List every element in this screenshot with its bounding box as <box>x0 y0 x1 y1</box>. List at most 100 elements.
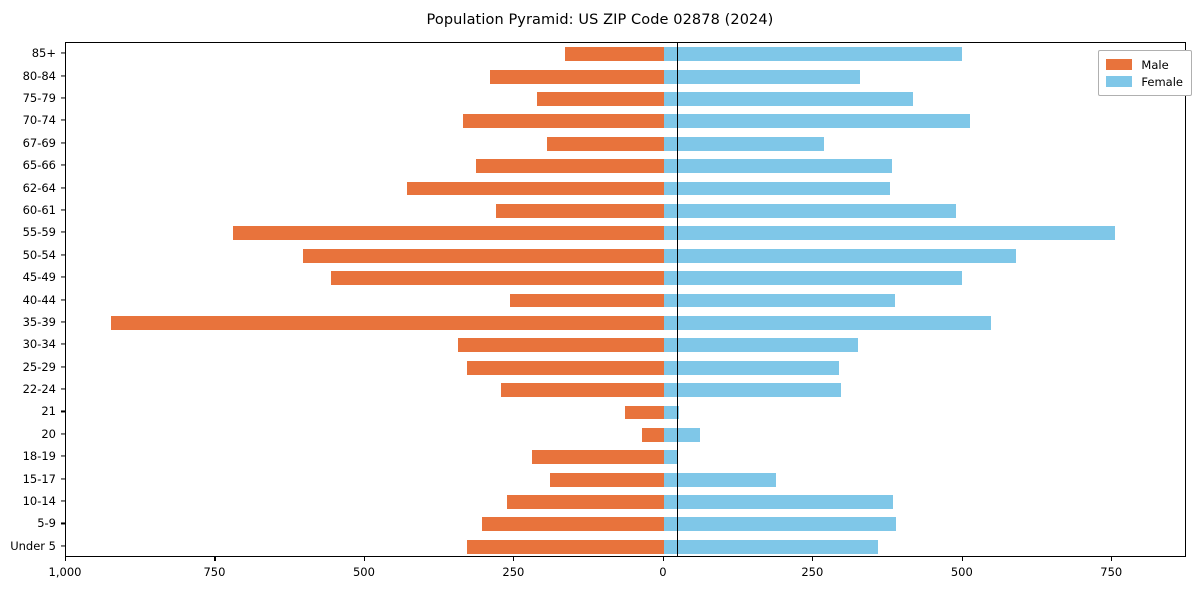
bar-female-55-59 <box>663 226 1116 241</box>
y-tick-label: Under 5 <box>10 538 56 553</box>
chart-title: Population Pyramid: US ZIP Code 02878 (2… <box>426 12 774 28</box>
y-tick-mark <box>61 321 65 323</box>
bar-male-65-66 <box>475 159 664 174</box>
y-tick-mark <box>61 52 65 54</box>
y-tick-label: 55-59 <box>22 225 56 240</box>
bar-male-5-9 <box>481 517 664 532</box>
bar-female-22-24 <box>663 383 841 397</box>
x-tick-mark <box>513 557 515 561</box>
y-tick-label: 40-44 <box>22 292 56 307</box>
y-axis: 85+ 80-84 75-79 70-74 67-69 65-66 62-64 60-61 55… <box>0 42 65 557</box>
y-tick-mark <box>61 97 65 99</box>
y-tick-mark <box>61 276 65 278</box>
x-tick-mark <box>363 557 366 561</box>
pyramid-row <box>66 495 1185 509</box>
y-tick-mark <box>61 522 65 524</box>
legend-entry-male[interactable]: Male <box>1106 56 1183 73</box>
bar-female-85- <box>663 47 962 62</box>
chart-legend: Male Female <box>1098 50 1192 96</box>
legend-swatch-icon <box>1106 59 1133 70</box>
y-tick-label: 10-14 <box>22 494 56 509</box>
y-tick-mark <box>61 75 65 77</box>
y-tick-mark <box>61 500 65 502</box>
y-tick-mark <box>61 254 65 256</box>
bar-male-45-49 <box>331 271 664 286</box>
y-tick-label: 22-24 <box>22 382 56 397</box>
bar-female-5-9 <box>663 517 897 532</box>
x-tick-label: 0 <box>659 565 667 579</box>
bar-female-under-5 <box>663 539 878 554</box>
bar-male-25-29 <box>466 360 664 375</box>
pyramid-row <box>66 92 1185 106</box>
y-tick-label: 45-49 <box>22 270 56 285</box>
pyramid-row <box>66 203 1185 218</box>
bar-female-50-54 <box>663 248 1016 263</box>
bar-male-67-69 <box>547 136 664 151</box>
bar-male-21 <box>625 405 664 420</box>
x-tick-label: 750 <box>203 565 226 579</box>
bar-male-18-19 <box>532 450 664 465</box>
y-tick-label: 50-54 <box>22 247 56 262</box>
pyramid-row <box>66 517 1185 532</box>
y-tick-mark <box>61 231 65 233</box>
y-tick-mark <box>61 142 65 144</box>
pyramid-row <box>66 338 1185 353</box>
y-tick-mark <box>61 209 65 211</box>
y-tick-mark <box>61 164 65 166</box>
y-tick-label: 67-69 <box>22 135 56 150</box>
y-tick-mark <box>61 478 65 480</box>
bar-female-21 <box>663 405 680 420</box>
pyramid-row <box>66 427 1185 442</box>
pyramid-row <box>66 159 1185 174</box>
bar-male-85- <box>565 47 664 62</box>
pyramid-row <box>66 315 1185 330</box>
bar-female-35-39 <box>663 315 992 330</box>
pyramid-row <box>66 181 1185 196</box>
y-tick-mark <box>61 388 65 390</box>
legend-label: Female <box>1141 74 1183 89</box>
x-tick-label: 500 <box>352 565 375 579</box>
bar-female-45-49 <box>663 271 962 286</box>
y-tick-mark <box>61 455 65 457</box>
pyramid-row <box>66 47 1185 62</box>
bar-female-67-69 <box>663 136 825 151</box>
y-tick-label: 5-9 <box>37 516 56 531</box>
bar-male-under-5 <box>466 539 664 554</box>
y-tick-label: 30-34 <box>22 337 56 352</box>
pyramid-row <box>66 226 1185 241</box>
plot-area <box>65 42 1186 557</box>
y-tick-label: 70-74 <box>22 113 56 128</box>
y-tick-mark <box>61 410 65 412</box>
bar-male-70-74 <box>462 114 664 129</box>
zero-axis-line <box>677 43 679 556</box>
bar-male-40-44 <box>509 293 664 308</box>
x-tick-mark <box>1111 557 1113 561</box>
x-tick-label: 750 <box>1100 565 1123 579</box>
y-tick-mark <box>61 545 65 547</box>
bar-male-20 <box>642 427 664 442</box>
legend-swatch-icon <box>1106 76 1133 87</box>
x-tick-mark <box>662 557 664 561</box>
bar-female-40-44 <box>663 293 896 308</box>
y-tick-label: 25-29 <box>22 359 56 374</box>
bar-female-65-66 <box>663 159 893 174</box>
y-tick-label: 15-17 <box>22 471 56 486</box>
legend-entry-female[interactable]: Female <box>1106 73 1183 90</box>
y-tick-label: 80-84 <box>22 68 56 83</box>
x-tick-label: 250 <box>801 565 824 579</box>
y-tick-mark <box>61 186 65 189</box>
bar-male-22-24 <box>501 383 664 397</box>
x-tick-label: 500 <box>950 565 973 579</box>
y-tick-mark <box>61 433 65 435</box>
bar-female-62-64 <box>663 181 891 196</box>
pyramid-row <box>66 248 1185 263</box>
x-tick-mark <box>65 557 67 561</box>
bar-female-25-29 <box>663 360 840 375</box>
legend-label: Male <box>1141 57 1169 72</box>
bar-male-35-39 <box>110 315 664 330</box>
x-tick-mark <box>812 557 814 561</box>
bar-female-75-79 <box>663 92 914 106</box>
bar-male-50-54 <box>302 248 664 263</box>
y-tick-label: 60-61 <box>22 202 56 217</box>
